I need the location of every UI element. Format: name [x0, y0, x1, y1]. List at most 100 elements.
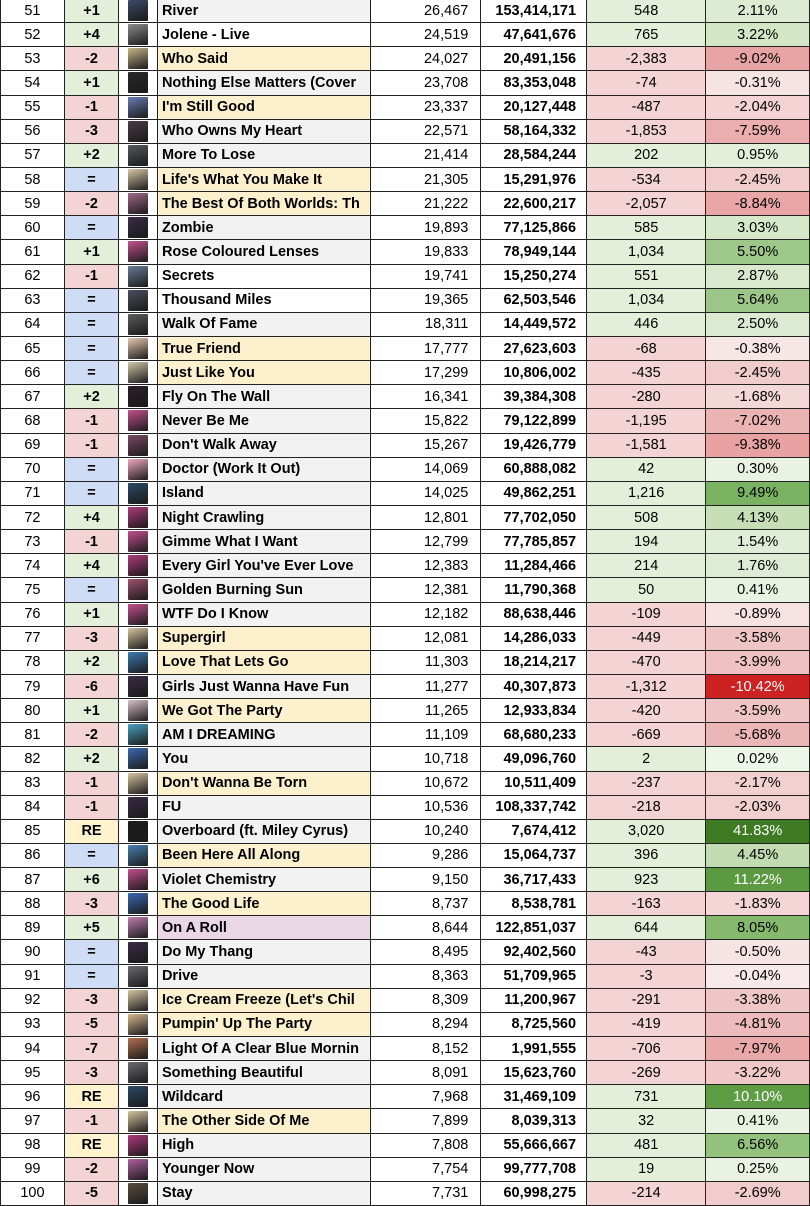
total-streams-cell: 14,449,572	[480, 311, 588, 337]
table-row: 99 -2 Younger Now 7,754 99,777,708 19 0.25%	[0, 1156, 810, 1182]
rank-cell: 99	[0, 1156, 65, 1182]
percent-change-cell: -0.38%	[705, 335, 810, 362]
change-cell: +1	[63, 698, 120, 724]
table-row: 75 = Golden Burning Sun 12,381 11,790,368 50 0…	[0, 577, 810, 603]
album-art-thumbnail	[128, 507, 149, 529]
rank-cell: 81	[0, 722, 65, 748]
rank-cell: 94	[0, 1036, 65, 1062]
song-title-cell: Night Crawling	[156, 504, 372, 531]
table-row: 83 -1 Don't Wanna Be Torn 10,672 10,511,409-…	[0, 770, 810, 796]
percent-change-cell: 2.87%	[705, 263, 810, 289]
album-art-thumbnail	[128, 748, 149, 770]
album-art-thumbnail	[128, 0, 149, 22]
table-row: 74 +4 Every Girl You've Ever Love 12,383 11,…	[0, 553, 810, 579]
rank-cell: 62	[0, 263, 65, 289]
song-title-cell: Every Girl You've Ever Love	[156, 553, 372, 579]
daily-streams-cell: 19,893	[370, 215, 482, 241]
song-title-cell: Girls Just Wanna Have Fun	[156, 673, 372, 700]
table-row: 92 -3 Ice Cream Freeze (Let's Chil 8,309 11,…	[0, 987, 810, 1013]
percent-change-cell: -7.02%	[705, 408, 810, 434]
table-row: 56 -3 Who Owns My Heart 22,571 58,164,332 -1,…	[0, 118, 810, 144]
song-title-cell: Don't Wanna Be Torn	[156, 770, 372, 796]
total-streams-cell: 77,785,857	[480, 529, 588, 555]
album-art-cell	[118, 287, 158, 313]
change-cell: =	[63, 480, 120, 506]
album-art-cell	[118, 142, 158, 168]
table-row: 96 RE Wildcard 7,968 31,469,109 731 10.10%	[0, 1084, 810, 1110]
percent-change-cell: -3.38%	[705, 987, 810, 1013]
album-art-cell	[118, 239, 158, 265]
rank-cell: 76	[0, 601, 65, 627]
total-streams-cell: 15,064,737	[480, 842, 588, 869]
rank-cell: 67	[0, 384, 65, 410]
album-art-thumbnail	[128, 217, 149, 239]
change-cell: +4	[63, 22, 120, 48]
change-cell: -1	[63, 263, 120, 289]
change-cell: -3	[63, 625, 120, 651]
table-row: 67 +2 Fly On The Wall 16,341 39,384,308 -280-…	[0, 384, 810, 410]
album-art-thumbnail	[128, 531, 149, 553]
rank-cell: 93	[0, 1011, 65, 1038]
percent-change-cell: -2.69%	[705, 1180, 810, 1206]
album-art-thumbnail	[128, 772, 149, 794]
song-title-cell: Something Beautiful	[156, 1060, 372, 1086]
percent-change-cell: 0.02%	[705, 746, 810, 772]
daily-change-cell: -470	[586, 649, 707, 675]
album-art-thumbnail	[128, 1110, 149, 1132]
total-streams-cell: 92,402,560	[480, 939, 588, 965]
daily-streams-cell: 26,467	[370, 0, 482, 24]
album-art-cell	[118, 601, 158, 627]
daily-streams-cell: 19,365	[370, 287, 482, 313]
total-streams-cell: 20,127,448	[480, 94, 588, 120]
album-art-thumbnail	[128, 555, 149, 577]
album-art-thumbnail	[128, 796, 149, 818]
change-cell: +1	[63, 0, 120, 24]
change-cell: +1	[63, 239, 120, 265]
daily-streams-cell: 18,311	[370, 311, 482, 337]
rank-cell: 78	[0, 649, 65, 675]
daily-streams-cell: 15,267	[370, 432, 482, 458]
change-cell: -3	[63, 118, 120, 144]
daily-change-cell: 194	[586, 529, 707, 555]
change-cell: -1	[63, 408, 120, 434]
song-title-cell: The Good Life	[156, 891, 372, 917]
song-title-cell: WTF Do I Know	[156, 601, 372, 627]
percent-change-cell: -4.81%	[705, 1011, 810, 1038]
song-title-cell: Island	[156, 480, 372, 506]
song-title-cell: Walk Of Fame	[156, 311, 372, 337]
table-row: 89 +5 On A Roll 8,644 122,851,037 644 8.05%	[0, 915, 810, 941]
song-title-cell: Doctor (Work It Out)	[156, 456, 372, 482]
daily-streams-cell: 24,519	[370, 22, 482, 48]
album-art-cell	[118, 987, 158, 1013]
album-art-thumbnail	[128, 48, 149, 70]
change-cell: =	[63, 577, 120, 603]
daily-change-cell: 202	[586, 142, 707, 168]
album-art-thumbnail	[128, 144, 149, 166]
total-streams-cell: 27,623,603	[480, 335, 588, 362]
daily-change-cell: -2,383	[586, 46, 707, 72]
song-title-cell: FU	[156, 794, 372, 820]
album-art-thumbnail	[128, 989, 149, 1011]
table-row: 88 -3 The Good Life 8,737 8,538,781 -163 -1.83…	[0, 891, 810, 917]
album-art-cell	[118, 191, 158, 217]
daily-streams-cell: 23,337	[370, 94, 482, 120]
table-row: 59 -2 The Best Of Both Worlds: Th 21,222 22,…	[0, 191, 810, 217]
album-art-cell	[118, 70, 158, 96]
percent-change-cell: 5.64%	[705, 287, 810, 313]
album-art-thumbnail	[128, 386, 149, 408]
daily-change-cell: -2,057	[586, 191, 707, 217]
album-art-cell	[118, 456, 158, 482]
daily-change-cell: -280	[586, 384, 707, 410]
daily-change-cell: 1,216	[586, 480, 707, 506]
change-cell: =	[63, 360, 120, 386]
album-art-thumbnail	[128, 458, 149, 480]
rank-cell: 63	[0, 287, 65, 313]
song-title-cell: Jolene - Live	[156, 22, 372, 48]
album-art-cell	[118, 46, 158, 72]
total-streams-cell: 8,725,560	[480, 1011, 588, 1038]
daily-change-cell: 644	[586, 915, 707, 941]
percent-change-cell: -0.04%	[705, 963, 810, 989]
table-row: 64 = Walk Of Fame 18,311 14,449,572 446 2.50%	[0, 311, 810, 337]
song-title-cell: Who Owns My Heart	[156, 118, 372, 144]
